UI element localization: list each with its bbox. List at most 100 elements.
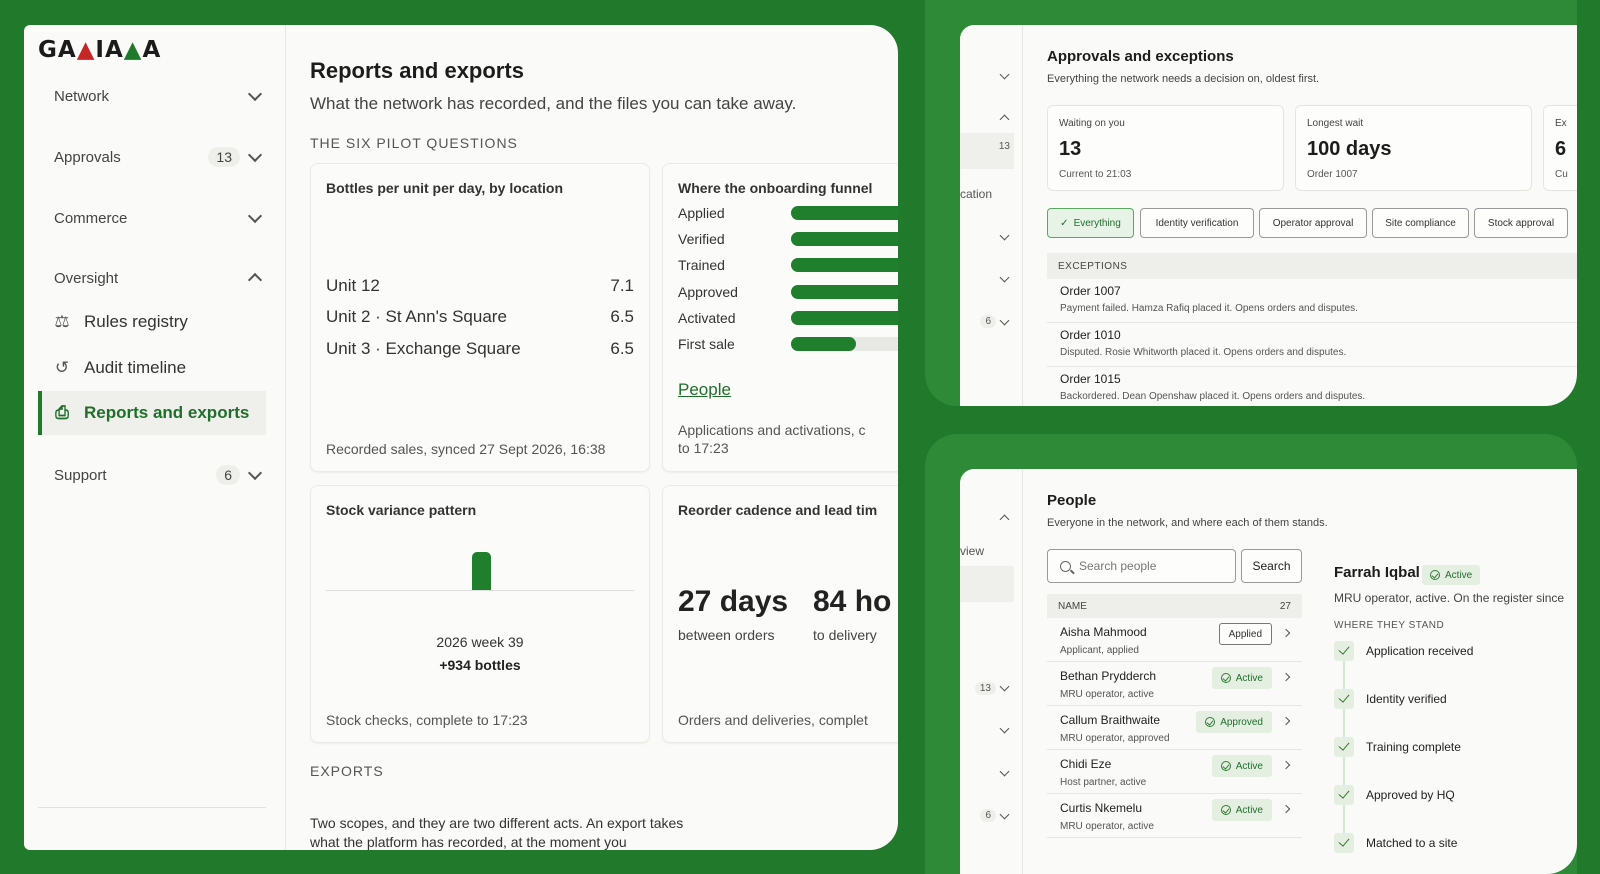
table-row[interactable]: Aisha Mahmood Applicant, applied Applied [1047,618,1302,662]
nav-group-support[interactable]: Support 6 [38,455,268,495]
timeline-connector [1343,661,1345,689]
location-value: 6.5 [610,339,634,358]
step-label: Matched to a site [1366,836,1458,850]
chevron-up-icon[interactable] [999,114,1010,125]
people-window-frame: view 13 6 People Everyone in the network… [925,434,1577,874]
chevron-down-icon [247,208,263,224]
funnel-row: Verified [678,231,898,247]
table-row[interactable]: Chidi Eze Host partner, active Active [1047,750,1302,794]
person-name: Bethan Prydderch [1060,669,1157,683]
stat-label: Longest wait [1307,118,1364,129]
funnel-bar-fill [791,337,857,351]
card-stock-variance: Stock variance pattern 2026 week 39 +934… [310,485,650,743]
sidebar-item-label: Rules registry [84,312,188,331]
nav-group-label: Oversight [54,269,119,287]
brand-logo[interactable]: GA▲IA▲A [38,37,162,63]
step-label: Application received [1366,644,1474,658]
nav-group-commerce[interactable]: Commerce [38,198,268,238]
card-title: Reorder cadence and lead tim [678,502,878,518]
check-circle-icon [1220,761,1231,771]
filter-label: Operator approval [1272,217,1354,229]
exception-row[interactable]: Order 1015 Backordered. Dean Openshaw pl… [1047,367,1577,406]
status-badge: Active [1211,755,1272,777]
search-placeholder: Search people [1079,559,1157,573]
stat-value: 100 days [1307,138,1392,160]
location-value: 6.5 [610,307,634,326]
chevron-down-icon[interactable] [999,69,1010,80]
filter-site-compliance[interactable]: Site compliance [1372,208,1469,238]
metric-value: 27 days [678,585,789,618]
reports-main: Reports and exports What the network has… [287,25,898,850]
exception-row[interactable]: Order 1010 Disputed. Rosie Whitworth pla… [1047,323,1577,367]
card-title: Stock variance pattern [326,502,477,518]
funnel-row: Approved [678,284,898,300]
person-detail-name: Farrah Iqbal [1334,564,1420,581]
sidebar-selected-item[interactable] [960,566,1014,602]
filter-operator-approval[interactable]: Operator approval [1259,208,1367,238]
funnel-bar-fill [791,232,898,247]
chevron-down-icon[interactable] [999,272,1010,283]
sidebar-item-rules-registry[interactable]: ⚖ Rules registry [38,300,266,344]
person-role: Applicant, applied [1060,645,1139,656]
table-row[interactable]: Bethan Prydderch MRU operator, active Ac… [1047,662,1302,706]
people-link[interactable]: People [678,380,731,399]
exception-title: Order 1010 [1060,328,1121,342]
filter-identity-verification[interactable]: Identity verification [1140,208,1254,238]
count-badge: 13 [208,147,240,167]
nav-group-label: Commerce [54,209,128,227]
funnel-row: Applied [678,205,898,221]
table-row[interactable]: Curtis Nkemelu MRU operator, active Acti… [1047,794,1302,838]
filter-everything[interactable]: ✓ Everything [1047,208,1134,238]
sidebar-selected-item[interactable] [960,133,1014,169]
search-input[interactable]: Search people [1047,549,1236,583]
search-button[interactable]: Search [1241,549,1302,583]
chevron-down-icon[interactable] [999,315,1010,326]
page-subtitle: Everything the network needs a decision … [1047,73,1320,85]
chevron-down-icon[interactable] [999,766,1010,777]
person-name: Aisha Mahmood [1060,625,1147,639]
metric-value: 84 ho [813,585,892,618]
people-total: 27 [1279,601,1291,612]
stat-sub: Cu [1555,169,1568,180]
funnel-stage-label: First sale [678,336,735,352]
location-row: Unit 12 7.1 [326,276,634,296]
chevron-down-icon[interactable] [999,809,1010,820]
location-row: Unit 2 · St Ann's Square 6.5 [326,307,634,327]
nav-group-network[interactable]: Network [38,76,268,116]
filter-stock-approval[interactable]: Stock approval [1474,208,1568,238]
count-badge: 6 [980,809,996,822]
funnel-row: Trained [678,257,898,273]
nav-group-approvals[interactable]: Approvals 13 [38,137,268,177]
stat-sub: Order 1007 [1307,169,1358,180]
check-circle-icon [1220,805,1231,815]
location-value: 7.1 [610,276,634,295]
reports-window: GA▲IA▲A Network Approvals 13 Commerce Ov… [24,25,898,850]
sidebar-item-reports-and-exports[interactable]: ⎙ Reports and exports [38,391,266,435]
check-circle-icon [1205,717,1216,727]
exception-title: Order 1015 [1060,372,1121,386]
funnel-stage-label: Approved [678,283,738,300]
exception-row[interactable]: Order 1007 Payment failed. Hamza Rafiq p… [1047,279,1577,323]
person-name: Callum Braithwaite [1060,713,1161,727]
nav-group-oversight[interactable]: Oversight [38,258,268,298]
chevron-down-icon[interactable] [999,230,1010,241]
chevron-down-icon[interactable] [999,723,1010,734]
stat-value: 6 [1555,138,1567,160]
count-badge: 13 [974,682,996,695]
sidebar-item-label: Reports and exports [84,403,250,422]
person-name: Curtis Nkemelu [1060,801,1143,815]
file-download-icon: ⎙ [55,403,69,422]
status-text: Active [1235,760,1263,772]
card-footer: Applications and activations, c to 17:23 [678,421,866,457]
chevron-down-icon[interactable] [999,681,1010,692]
chevron-up-icon[interactable] [999,514,1010,525]
check-icon [1334,689,1354,709]
status-text: Approved [1220,716,1263,728]
sidebar-item-audit-timeline[interactable]: ↺ Audit timeline [38,346,266,390]
nav-group-label: Support [54,466,107,484]
count-badge: 6 [980,315,996,328]
filter-label: Site compliance [1385,217,1456,229]
table-row[interactable]: Callum Braithwaite MRU operator, approve… [1047,706,1302,750]
card-footer: Recorded sales, synced 27 Sept 2026, 16:… [326,441,606,457]
exceptions-header: EXCEPTIONS [1047,253,1577,279]
